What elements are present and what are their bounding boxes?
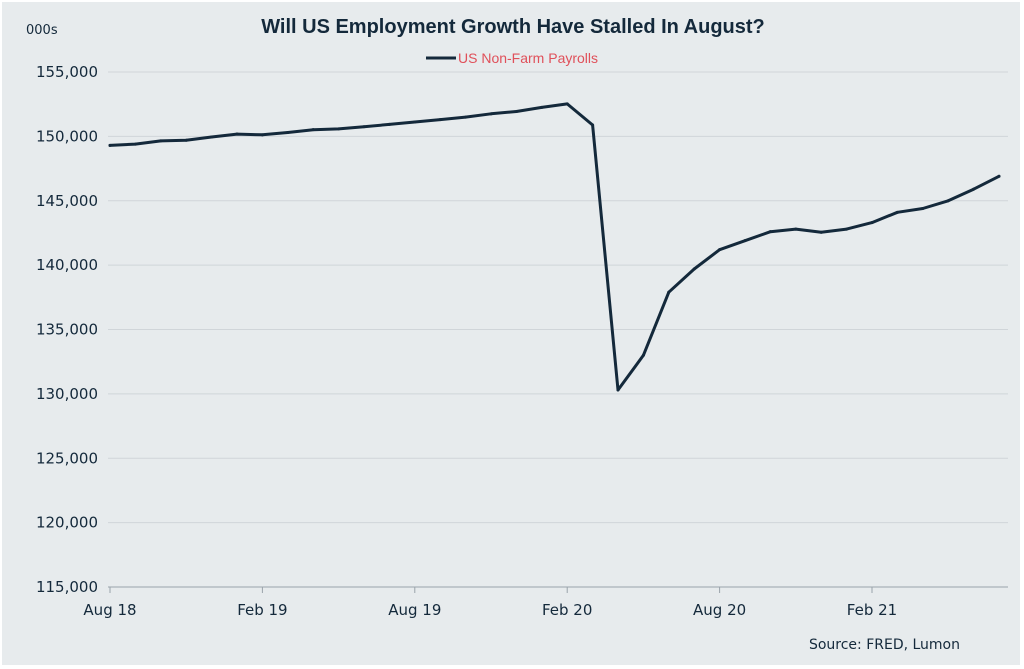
x-tick-label: Aug 20: [693, 601, 746, 619]
x-tick-label: Aug 19: [388, 601, 441, 619]
data-point: [819, 230, 823, 234]
data-point: [845, 227, 849, 231]
data-point: [794, 227, 798, 231]
series-line-us-non-farm-payrolls: [108, 102, 1001, 392]
data-point: [565, 102, 569, 106]
y-tick-label: 130,000: [36, 385, 98, 403]
y-unit-label: 000s: [26, 23, 58, 38]
data-point: [667, 290, 671, 294]
data-point: [514, 110, 518, 114]
data-point: [870, 221, 874, 225]
y-axis-ticks: 155,000 150,000 145,000 140,000 135,000 130,0…: [36, 63, 98, 596]
x-tick-label: Feb 21: [847, 601, 897, 619]
data-point: [743, 239, 747, 243]
data-point: [641, 353, 645, 357]
chart-title: Will US Employment Growth Have Stalled I…: [261, 16, 765, 38]
y-tick-label: 140,000: [36, 256, 98, 274]
data-point: [616, 388, 620, 392]
x-axis-ticks: Aug 18 Feb 19 Aug 19 Feb 20 Aug 20 Feb 21: [83, 587, 897, 619]
data-point: [464, 115, 468, 119]
y-tick-label: 145,000: [36, 192, 98, 210]
data-point: [997, 174, 1001, 178]
data-point: [387, 122, 391, 126]
data-point: [311, 128, 315, 132]
source-note: Source: FRED, Lumon: [809, 637, 960, 653]
data-point: [235, 132, 239, 136]
y-tick-label: 135,000: [36, 321, 98, 339]
data-point: [768, 230, 772, 234]
data-point: [946, 199, 950, 203]
data-point: [184, 138, 188, 142]
data-point: [210, 135, 214, 139]
data-point: [362, 125, 366, 129]
data-point: [438, 118, 442, 122]
data-point: [133, 142, 137, 146]
data-point: [692, 267, 696, 271]
data-point: [591, 123, 595, 127]
data-point: [413, 120, 417, 124]
series-layer: [108, 102, 1001, 392]
data-point: [895, 210, 899, 214]
data-point: [108, 143, 112, 147]
data-point: [286, 131, 290, 135]
data-point: [489, 112, 493, 116]
data-point: [540, 105, 544, 109]
x-tick-label: Feb 19: [237, 601, 287, 619]
legend-label: US Non-Farm Payrolls: [458, 50, 598, 66]
y-tick-label: 155,000: [36, 63, 98, 81]
y-tick-label: 115,000: [36, 578, 98, 596]
data-point: [718, 248, 722, 252]
x-tick-label: Feb 20: [542, 601, 592, 619]
gridlines: [108, 71, 1008, 588]
data-point: [972, 187, 976, 191]
y-tick-label: 120,000: [36, 514, 98, 532]
y-tick-label: 125,000: [36, 449, 98, 467]
data-point: [337, 127, 341, 131]
data-point: [159, 139, 163, 143]
y-tick-label: 150,000: [36, 127, 98, 145]
data-point: [921, 206, 925, 210]
x-tick-label: Aug 18: [83, 601, 136, 619]
data-point: [260, 133, 264, 137]
